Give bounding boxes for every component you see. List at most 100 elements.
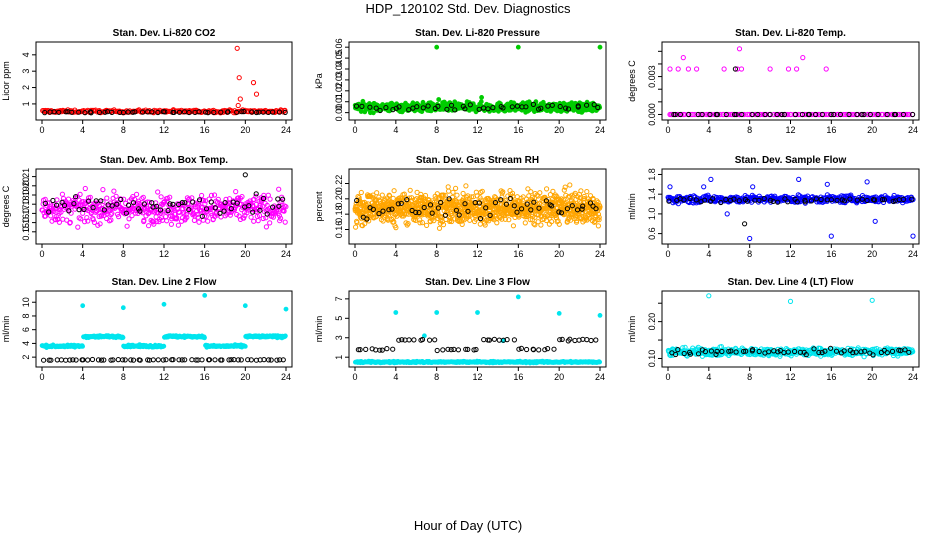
data-point [367, 104, 373, 110]
data-point [157, 207, 164, 213]
data-point [450, 189, 456, 195]
data-point [263, 224, 269, 230]
data-point [522, 220, 528, 226]
data-point [264, 211, 270, 217]
x-tick-label: 16 [826, 125, 836, 135]
data-point [76, 207, 82, 213]
data-point [282, 219, 288, 225]
data-point [455, 347, 461, 353]
data-point [42, 110, 48, 116]
data-point [427, 337, 433, 343]
y-tick-label: 1.8 [647, 168, 657, 181]
data-point [253, 191, 259, 197]
data-point [837, 111, 844, 118]
x-tick-label: 20 [240, 249, 250, 259]
data-point [747, 111, 753, 118]
x-tick-label: 8 [121, 372, 126, 382]
data-point [54, 197, 60, 203]
data-point [453, 185, 459, 191]
data-point [211, 192, 218, 198]
data-point [454, 192, 460, 198]
x-tick-label: 4 [393, 249, 398, 259]
data-point [732, 66, 739, 72]
data-point [111, 188, 117, 194]
data-point [161, 301, 167, 307]
y-tick-label: 6 [21, 327, 31, 332]
data-point [91, 219, 98, 225]
data-point [563, 105, 569, 111]
x-tick-label: 4 [80, 125, 85, 135]
x-tick-label: 16 [513, 249, 523, 259]
data-point [235, 102, 241, 109]
data-point [167, 194, 173, 200]
data-point [80, 303, 86, 309]
panel-title: Stan. Dev. Line 4 (LT) Flow [728, 277, 854, 288]
data-point [846, 111, 852, 118]
data-point [154, 203, 160, 209]
data-point [167, 201, 173, 207]
data-point [477, 221, 483, 227]
y-tick-label: 0.02 [334, 82, 344, 100]
data-point [236, 75, 242, 81]
data-point [575, 104, 581, 110]
x-tick-label: 12 [159, 125, 169, 135]
data-point [208, 192, 215, 198]
panel-temp: Stan. Dev. Li-820 Temp.degrees C0 4 8 12 16 2… [627, 28, 920, 135]
data-point [358, 189, 364, 196]
data-point [374, 190, 380, 196]
data-point [67, 219, 73, 225]
data-point [109, 203, 115, 209]
data-point [58, 357, 65, 363]
data-point [597, 44, 603, 50]
data-point [565, 106, 572, 112]
x-tick-label: 0 [352, 372, 357, 382]
data-point [205, 218, 211, 224]
data-point [118, 196, 124, 203]
data-point [122, 357, 128, 363]
x-tick-label: 0 [665, 372, 670, 382]
data-point [257, 207, 263, 213]
y-tick-label: 0.01 [334, 93, 344, 111]
data-point [551, 346, 557, 352]
plot-frame [348, 290, 607, 368]
x-tick-label: 20 [554, 125, 564, 135]
data-point [844, 111, 850, 118]
data-point [523, 104, 529, 110]
y-tick-label: 7 [334, 296, 344, 301]
data-point [250, 209, 256, 215]
data-point [181, 211, 187, 217]
y-axis-label: percent [314, 191, 324, 222]
data-point [227, 212, 233, 218]
data-point [270, 204, 276, 210]
data-point [242, 343, 248, 349]
data-point [593, 337, 599, 343]
data-point [557, 103, 563, 110]
x-tick-label: 16 [513, 125, 523, 135]
data-point [900, 111, 907, 118]
data-point [500, 105, 506, 111]
data-point [749, 111, 755, 118]
data-point [675, 66, 681, 72]
data-point [393, 225, 399, 231]
data-point [132, 210, 139, 216]
data-point [158, 194, 164, 200]
data-point [280, 196, 286, 202]
data-point [510, 223, 517, 229]
data-point [405, 221, 411, 227]
data-point [667, 184, 673, 190]
data-point [100, 187, 106, 193]
y-tick-label: 3 [334, 335, 344, 340]
data-point [840, 111, 847, 118]
data-point [199, 213, 205, 219]
data-point [150, 219, 157, 225]
panel-title: Stan. Dev. Li-820 Temp. [735, 28, 846, 39]
data-point [98, 198, 104, 204]
data-point [58, 209, 64, 215]
x-tick-label: 20 [867, 125, 877, 135]
data-point [140, 109, 146, 115]
data-point [597, 359, 602, 365]
